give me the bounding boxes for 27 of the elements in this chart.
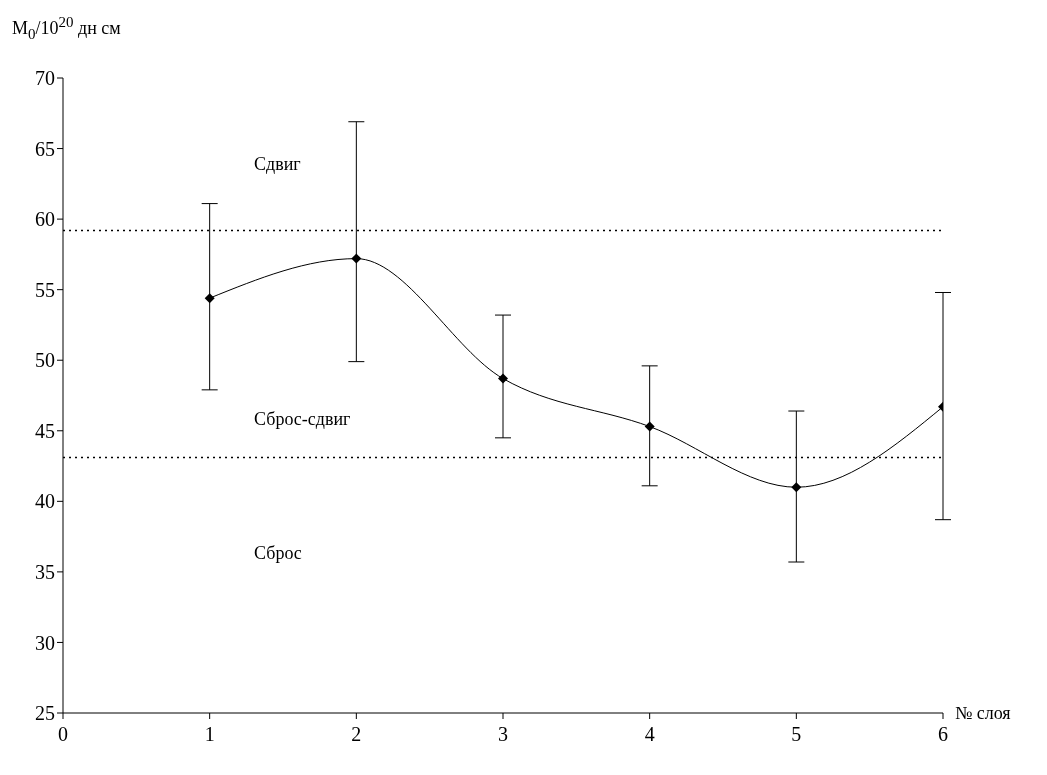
y-tick-label: 70 xyxy=(35,67,55,90)
point xyxy=(791,482,802,493)
y-tick-label: 55 xyxy=(35,278,55,301)
x-axis-title: № слоя xyxy=(955,703,1011,723)
annotation: Сброс xyxy=(254,543,302,564)
point xyxy=(204,293,215,304)
x-tick-label: 2 xyxy=(351,723,362,746)
x-tick-label: 3 xyxy=(498,723,508,746)
y-tick-label: 45 xyxy=(35,419,55,442)
point xyxy=(644,421,655,432)
y-tick-label: 30 xyxy=(35,631,55,654)
point xyxy=(351,253,362,264)
y-tick-label: 25 xyxy=(35,702,55,725)
y-tick-label: 60 xyxy=(35,208,55,231)
x-tick-label: 0 xyxy=(58,723,68,746)
point xyxy=(498,373,508,384)
annotation: Сброс-сдвиг xyxy=(254,409,351,430)
y-tick-label: 40 xyxy=(35,490,55,513)
y-tick-label: 35 xyxy=(35,560,55,583)
x-tick-label: 5 xyxy=(791,723,802,746)
x-tick-label: 4 xyxy=(644,723,655,746)
y-axis-title: M$_{0}$/10$^{20}$ дн см xyxy=(12,14,121,43)
y-tick-label: 65 xyxy=(35,137,55,160)
annotation: Сдвиг xyxy=(254,154,301,175)
x-tick-label: 1 xyxy=(204,723,215,746)
x-tick-label: 6 xyxy=(938,723,948,746)
y-tick-label: 50 xyxy=(35,349,55,372)
